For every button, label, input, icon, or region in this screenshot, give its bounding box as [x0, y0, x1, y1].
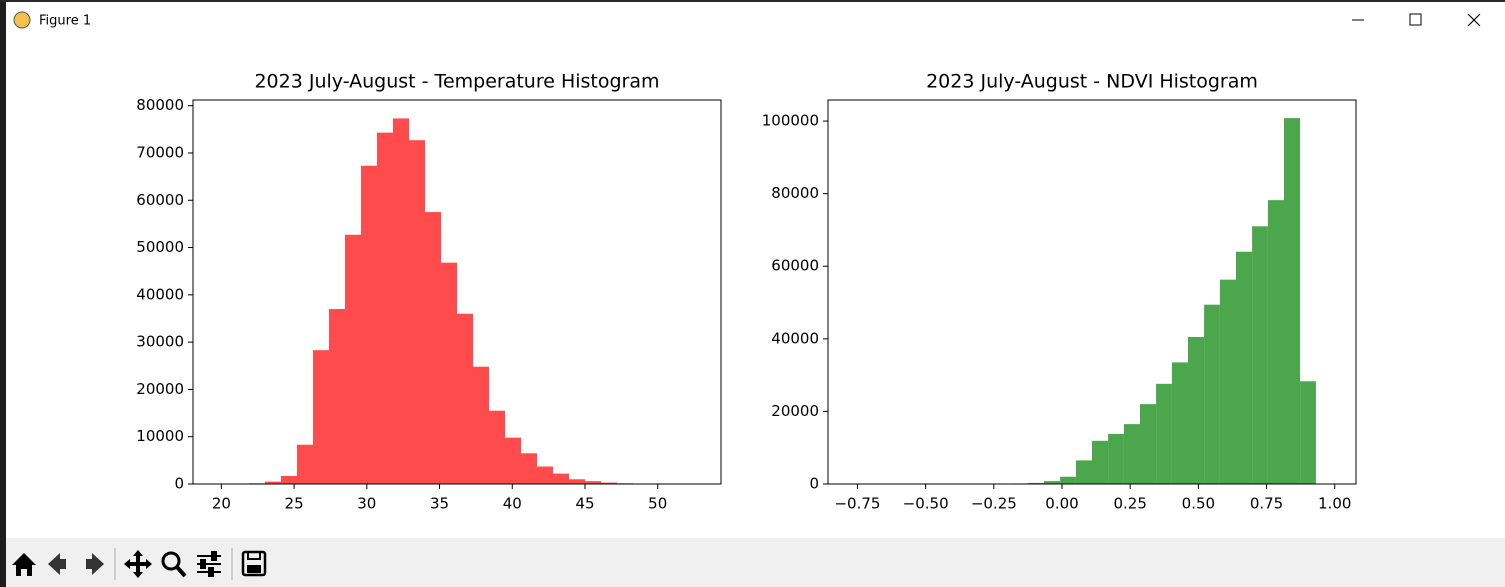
bar	[393, 118, 409, 484]
background-edge	[0, 0, 1505, 2]
x-tick-label: 0.75	[1250, 495, 1283, 513]
x-tick-label: −0.25	[971, 495, 1017, 513]
y-tick-label: 20000	[771, 402, 819, 420]
plot-frame	[192, 99, 722, 485]
x-tick-label: 0.25	[1113, 495, 1146, 513]
x-tick-label: 40	[503, 495, 522, 513]
home-button[interactable]	[12, 553, 36, 576]
bar	[265, 481, 281, 484]
window-title: Figure 1	[39, 14, 91, 29]
x-tick-label: 0.00	[1045, 495, 1078, 513]
bar	[1236, 251, 1253, 484]
bar	[1284, 118, 1301, 484]
x-tick-label: 20	[212, 495, 231, 513]
maximize-button[interactable]	[1409, 13, 1422, 26]
zoom-handle	[175, 565, 187, 578]
x-tick-label: 1.00	[1318, 495, 1351, 513]
save-button[interactable]	[241, 550, 267, 577]
bar	[1188, 337, 1205, 484]
bar	[329, 309, 345, 484]
plot-frame	[827, 99, 1357, 485]
forward-button[interactable]	[86, 553, 104, 575]
y-tick-label: 50000	[136, 238, 184, 256]
bar	[505, 437, 521, 484]
x-tick-label: −0.75	[834, 495, 880, 513]
y-tick-label: 10000	[136, 427, 184, 445]
bar	[425, 212, 441, 485]
bar	[281, 475, 297, 484]
background-edge	[0, 0, 6, 587]
bar	[1267, 200, 1284, 484]
bar	[313, 350, 329, 484]
bar	[1123, 424, 1140, 484]
bar	[1092, 440, 1109, 484]
y-tick-label: 40000	[136, 285, 184, 303]
bar	[1060, 476, 1076, 484]
bar	[1204, 304, 1220, 484]
toolbar-bg	[6, 538, 1505, 587]
bar	[473, 366, 489, 484]
zoom-button[interactable]	[161, 551, 181, 571]
y-tick-label: 0	[809, 475, 819, 493]
y-tick-label: 30000	[136, 333, 184, 351]
x-tick-label: −0.50	[903, 495, 949, 513]
x-tick-label: 35	[430, 495, 449, 513]
bar	[377, 132, 393, 484]
x-tick-label: 0.50	[1182, 495, 1215, 513]
y-tick-label: 0	[174, 475, 184, 493]
bar	[1219, 279, 1236, 484]
x-tick-label: 45	[575, 495, 594, 513]
configure-button[interactable]	[197, 551, 221, 577]
bar	[361, 165, 377, 484]
bar	[537, 466, 553, 484]
bar	[1171, 362, 1188, 484]
bar	[345, 234, 361, 484]
bar	[1044, 481, 1061, 484]
title-bar: Figure 1	[13, 11, 1481, 29]
bar	[1108, 433, 1124, 484]
app-icon	[13, 11, 31, 29]
back-button[interactable]	[48, 553, 66, 575]
x-tick-label: 25	[285, 495, 304, 513]
y-tick-label: 100000	[762, 112, 819, 130]
bar	[569, 479, 585, 484]
y-tick-label: 40000	[771, 329, 819, 347]
bar	[1027, 482, 1044, 484]
y-tick-label: 60000	[136, 191, 184, 209]
y-tick-label: 80000	[771, 184, 819, 202]
bar	[1140, 404, 1157, 484]
bar	[1252, 226, 1268, 484]
y-tick-label: 80000	[136, 96, 184, 114]
bar	[553, 473, 569, 484]
bar	[489, 410, 505, 484]
bar	[601, 482, 617, 484]
bar	[441, 262, 457, 484]
chart-title: 2023 July-August - Temperature Histogram	[254, 71, 659, 93]
toolbar	[6, 538, 1505, 587]
x-tick-label: 30	[357, 495, 376, 513]
bar	[457, 313, 473, 484]
bar	[585, 481, 601, 484]
bar	[1156, 383, 1172, 484]
chart-title: 2023 July-August - NDVI Histogram	[926, 71, 1258, 93]
y-tick-label: 20000	[136, 380, 184, 398]
y-tick-label: 70000	[136, 143, 184, 161]
close-button[interactable]	[1467, 13, 1481, 27]
x-tick-label: 50	[648, 495, 667, 513]
bar	[297, 444, 313, 484]
bar	[1300, 381, 1316, 484]
pan-button[interactable]	[124, 550, 152, 578]
bar	[521, 453, 537, 484]
bar	[409, 140, 425, 485]
bar	[1075, 460, 1092, 484]
y-tick-label: 60000	[771, 257, 819, 275]
